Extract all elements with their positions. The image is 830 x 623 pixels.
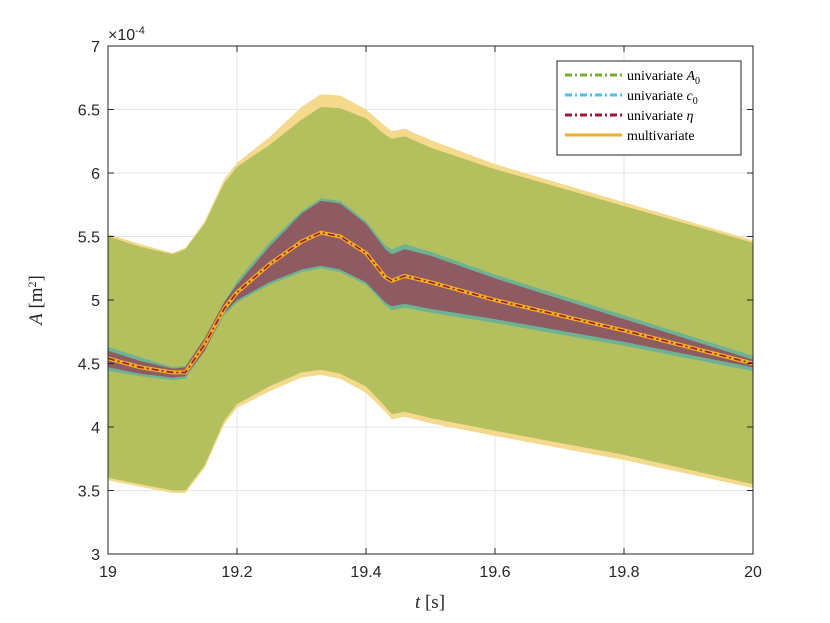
mean-lines [107, 230, 754, 375]
legend-univariate-c0: univariate c0 [565, 89, 698, 107]
legend-multivariate: multivariate [565, 129, 695, 144]
x-tick-label: 19.4 [350, 564, 381, 581]
y-tick-label: 3 [91, 547, 100, 564]
y-tick-label: 4.5 [78, 357, 100, 374]
y-tick-label: 5 [91, 293, 100, 310]
legend-label: univariate A0 [627, 69, 700, 87]
x-axis-label: t [s] [415, 592, 445, 613]
y-tick-label: 4 [91, 420, 100, 437]
uncertainty-bands [108, 94, 753, 494]
legend: univariate A0 univariate c0 univariate η mu… [556, 60, 742, 156]
x-tick-label: 19 [99, 564, 117, 581]
x-tick-label: 20 [744, 564, 762, 581]
y-tick-label: 6.5 [78, 103, 100, 120]
x-tick-label: 19.8 [608, 564, 639, 581]
x-ticks: 19 19.2 19.4 19.6 19.8 20 [99, 46, 762, 581]
y-ticks: 3 3.5 4 4.5 5 5.5 6 6.5 7 [78, 39, 753, 564]
y-axis-label: A [m2] [25, 275, 47, 327]
line-univariate-eta [107, 231, 754, 374]
band-univariate-eta [108, 200, 753, 378]
y-tick-label: 7 [91, 39, 100, 56]
y-tick-label: 6 [91, 166, 100, 183]
y-exponent-label: ×10-4 [108, 25, 145, 44]
legend-label: univariate η [627, 109, 693, 124]
x-tick-label: 19.6 [479, 564, 510, 581]
y-tick-label: 5.5 [78, 230, 100, 247]
legend-univariate-eta: univariate η [565, 109, 693, 124]
legend-label: multivariate [627, 129, 695, 144]
y-tick-label: 3.5 [78, 484, 100, 501]
legend-univariate-a0: univariate A0 [565, 69, 700, 87]
legend-label: univariate c0 [627, 89, 698, 107]
legend-box [556, 60, 742, 156]
x-tick-label: 19.2 [221, 564, 252, 581]
